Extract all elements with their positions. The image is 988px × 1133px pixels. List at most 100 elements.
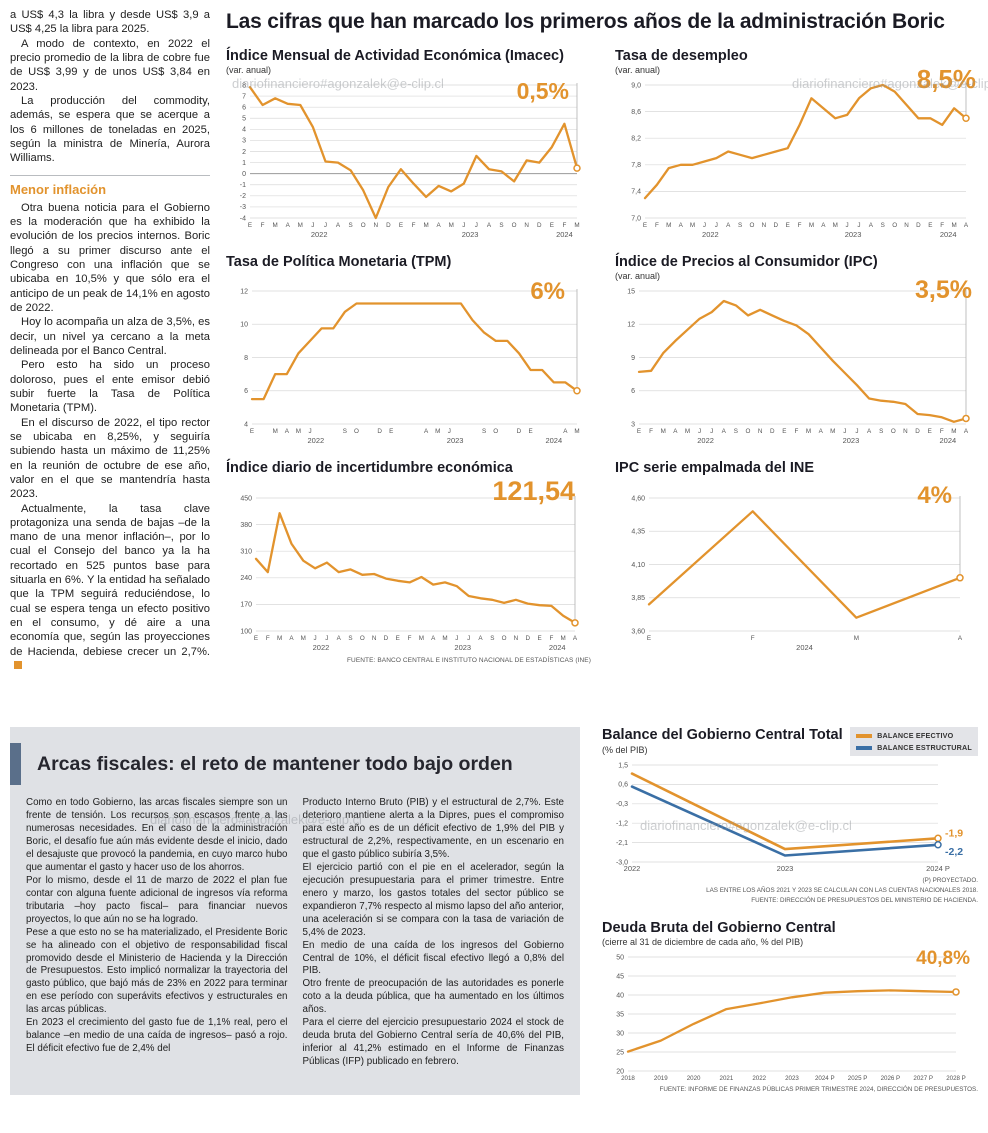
svg-text:A: A: [958, 635, 963, 642]
paragraph: Para el cierre del ejercicio presupuesta…: [302, 1017, 565, 1067]
svg-text:E: E: [928, 222, 932, 229]
svg-text:A: A: [563, 428, 568, 435]
svg-text:A: A: [286, 222, 291, 229]
fiscal-column-1: Como en todo Gobierno, las arcas fiscale…: [26, 797, 288, 1068]
svg-text:8: 8: [244, 355, 248, 362]
svg-text:310: 310: [240, 548, 252, 555]
svg-text:A: A: [289, 635, 294, 642]
svg-text:A: A: [437, 222, 442, 229]
svg-text:N: N: [514, 635, 519, 642]
svg-text:4,35: 4,35: [631, 528, 645, 535]
paragraph: La producción del commodity, además, se …: [10, 94, 210, 165]
svg-text:2023: 2023: [462, 230, 479, 239]
svg-text:M: M: [442, 635, 447, 642]
last-point-marker: [573, 164, 581, 173]
svg-text:A: A: [722, 428, 727, 435]
svg-text:J: J: [475, 222, 478, 229]
paragraph: a US$ 4,3 la libra y desde US$ 3,9 a US$…: [10, 9, 210, 36]
svg-text:2028 P: 2028 P: [946, 1075, 966, 1082]
article-end-marker: [14, 661, 22, 670]
svg-text:M: M: [574, 428, 579, 435]
svg-text:N: N: [904, 222, 909, 229]
note-line: LAS ENTRE LOS AÑOS 2021 Y 2023 SE CALCUL…: [706, 886, 978, 894]
svg-text:7: 7: [242, 94, 246, 101]
svg-text:J: J: [855, 428, 858, 435]
svg-text:-2,2: -2,2: [945, 845, 963, 857]
svg-text:A: A: [869, 222, 874, 229]
svg-text:8: 8: [242, 83, 246, 90]
note-line: FUENTE: DIRECCIÓN DE PRESUPUESTOS DEL MI…: [751, 896, 978, 904]
svg-text:3,85: 3,85: [631, 595, 645, 602]
ipc-chart-canvas: 15 12 9 6 3 E F M A M J J A S O N D E F M A M J J A S O N D E F M A 2022 2…: [615, 283, 980, 448]
svg-text:M: M: [561, 635, 566, 642]
svg-text:100: 100: [240, 628, 252, 635]
svg-text:F: F: [940, 222, 944, 229]
svg-text:-4: -4: [240, 216, 246, 223]
svg-text:A: A: [424, 428, 429, 435]
bottom-section: Arcas fiscales: el reto de mantener todo…: [0, 727, 988, 1096]
svg-text:F: F: [940, 428, 944, 435]
tpm-chart-canvas: 12 10 8 6 4 E M A M J S O D E A M J S O D E A M 2022 2023 2024: [226, 283, 591, 448]
incertidumbre-latest-value: 121,54: [492, 476, 575, 507]
svg-text:40: 40: [616, 992, 624, 999]
incertidumbre-chart-canvas: 450 380 310 240 170 100 E F M A M J J A S O N D E F M A M J J A S O…: [226, 490, 591, 655]
imacec-chart-canvas: 8 7 6 5 4 3 2 1 0 -1 -2 -3 -4 E F M A M J J A S O N D E F M A M J J A S O N…: [226, 77, 591, 242]
svg-text:6: 6: [244, 389, 248, 396]
svg-text:9: 9: [631, 355, 635, 362]
svg-text:F: F: [751, 635, 755, 642]
paragraph: Como en todo Gobierno, las arcas fiscale…: [26, 797, 288, 874]
svg-text:M: M: [296, 428, 301, 435]
last-point-marker: [962, 415, 970, 423]
line-series: [637, 300, 968, 424]
svg-text:J: J: [715, 222, 718, 229]
svg-text:S: S: [343, 428, 347, 435]
chart-ipc-ine: IPC serie empalmada del INE 4% 4,60 4,35 4…: [615, 460, 980, 663]
fiscal-headline: Arcas fiscales: el reto de mantener todo…: [37, 752, 513, 775]
svg-text:D: D: [525, 635, 530, 642]
svg-text:S: S: [881, 222, 885, 229]
chart-deuda: Deuda Bruta del Gobierno Central (cierre…: [602, 920, 978, 1095]
svg-text:12: 12: [627, 322, 635, 329]
svg-text:2023: 2023: [447, 436, 464, 445]
svg-text:F: F: [798, 222, 802, 229]
chart-title: Balance del Gobierno Central Total: [602, 727, 843, 744]
legend-label-estructural: BALANCE ESTRUCTURAL: [877, 743, 972, 753]
svg-text:E: E: [396, 635, 400, 642]
svg-text:D: D: [770, 428, 775, 435]
svg-text:J: J: [710, 428, 713, 435]
svg-text:M: M: [666, 222, 671, 229]
svg-text:O: O: [892, 222, 897, 229]
svg-text:3: 3: [242, 138, 246, 145]
svg-text:S: S: [482, 428, 486, 435]
article-lead-paragraphs: a US$ 4,3 la libra y desde US$ 3,9 a US$…: [10, 8, 210, 166]
line-series: [626, 989, 958, 1053]
svg-text:O: O: [502, 635, 507, 642]
svg-text:S: S: [499, 222, 503, 229]
svg-text:6: 6: [631, 389, 635, 396]
note-line: FUENTE: INFORME DE FINANZAS PÚBLICAS PRI…: [659, 1086, 978, 1094]
svg-text:S: S: [879, 428, 883, 435]
svg-text:M: M: [277, 635, 282, 642]
svg-text:O: O: [750, 222, 755, 229]
svg-text:2022: 2022: [702, 230, 719, 239]
paragraph: Producto Interno Bruto (PIB) y el estruc…: [302, 797, 565, 861]
svg-text:M: M: [690, 222, 695, 229]
svg-text:D: D: [386, 222, 391, 229]
svg-text:M: M: [298, 222, 303, 229]
svg-text:A: A: [867, 428, 872, 435]
chart-subtitle: (var. anual): [615, 271, 661, 282]
svg-text:D: D: [773, 222, 778, 229]
svg-text:E: E: [528, 428, 532, 435]
line-series: [647, 509, 962, 619]
svg-text:D: D: [377, 428, 382, 435]
paragraph: En 2023 el crecimiento del gasto fue de …: [26, 1017, 288, 1054]
tpm-latest-value: 6%: [530, 278, 565, 306]
last-point-marker: [571, 618, 579, 627]
svg-text:J: J: [308, 428, 311, 435]
svg-text:S: S: [348, 635, 352, 642]
svg-text:N: N: [524, 222, 529, 229]
last-point-marker: [934, 834, 942, 842]
